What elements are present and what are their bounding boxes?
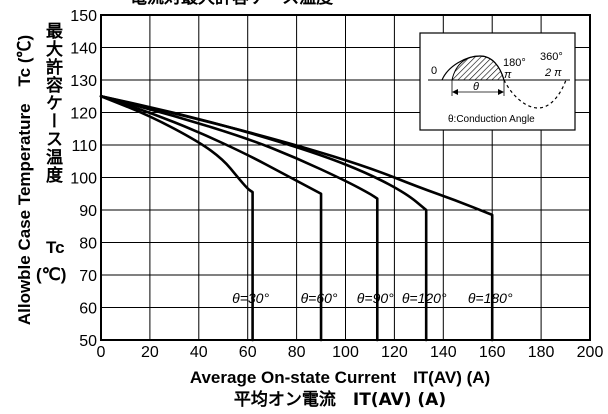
- y-axis-title-jp: 最大許容ケース温度: [42, 22, 63, 184]
- x-tick-label: 80: [288, 344, 306, 361]
- y-tick-label: 70: [79, 268, 97, 285]
- x-tick-label: 180: [528, 344, 555, 361]
- curves: [99, 94, 494, 342]
- inset-360-label: 360°: [540, 51, 563, 63]
- y-tick-labels: 50 60 70 80 90 100 110 120 130 140 150: [70, 8, 97, 350]
- inset-pi-label: π: [504, 69, 512, 81]
- y-tick-label: 130: [70, 73, 97, 90]
- x-tick-label: 160: [479, 344, 506, 361]
- inset-arrowhead-left: [452, 89, 458, 95]
- inset-wave-negative: [503, 79, 567, 109]
- curve-label: θ=120°: [402, 290, 447, 306]
- inset-wave-positive: [441, 55, 505, 81]
- conduction-angle-inset: 0 180° π 360° 2 π θ θ:Conduction Angle: [419, 32, 576, 131]
- y-axis-unit-label: (℃): [36, 265, 66, 284]
- x-tick-label: 140: [430, 344, 457, 361]
- x-tick-label: 0: [97, 344, 106, 361]
- x-tick-label: 40: [190, 344, 208, 361]
- y-tick-label: 140: [70, 41, 97, 58]
- series-curve: [99, 94, 494, 342]
- y-tick-label: 60: [79, 301, 97, 318]
- y-tick-label: 90: [79, 203, 97, 220]
- y-tick-label: 110: [71, 138, 97, 155]
- y-axis-title: Allowble Case Temperature Tc (℃): [15, 35, 34, 325]
- y-tick-label: 80: [79, 236, 97, 253]
- inset-180-label: 180°: [503, 57, 526, 69]
- x-tick-label: 100: [332, 344, 359, 361]
- x-tick-label: 120: [381, 344, 408, 361]
- inset-2pi-label: 2 π: [544, 67, 562, 79]
- x-tick-label: 200: [577, 344, 604, 361]
- curve-labels: θ=30° θ=60° θ=90° θ=120° θ=180°: [232, 290, 513, 306]
- x-tick-labels: 0 20 40 60 80 100 120 140 160 180 200: [97, 344, 604, 361]
- x-axis-title-jp: 平均オン電流 IT(AV) (A): [234, 389, 446, 410]
- curve-label: θ=90°: [357, 290, 394, 306]
- curve-label: θ=30°: [232, 290, 269, 306]
- y-tick-label: 50: [79, 333, 97, 350]
- y-tick-label: 150: [70, 8, 97, 25]
- series-curve: [99, 94, 323, 342]
- inset-theta-label: θ: [473, 81, 479, 93]
- inset-zero-label: 0: [431, 65, 437, 77]
- y-tick-label: 120: [70, 106, 97, 123]
- x-axis-title: Average On-state Current IT(AV) (A): [190, 368, 490, 387]
- inset-box: [419, 32, 576, 131]
- inset-arrowhead-right: [498, 89, 504, 95]
- chart-title: 電流対最大許容ケース温度: [130, 0, 334, 8]
- inset-note: θ:Conduction Angle: [448, 114, 535, 125]
- curve-label: θ=60°: [301, 290, 338, 306]
- y-tick-label: 100: [70, 171, 97, 188]
- x-tick-label: 20: [141, 344, 159, 361]
- curve-label: θ=180°: [468, 290, 513, 306]
- series-curve: [99, 94, 254, 342]
- plot-frame: [100, 14, 591, 341]
- y-axis-tc-label: Tc: [46, 238, 65, 257]
- x-tick-label: 60: [239, 344, 257, 361]
